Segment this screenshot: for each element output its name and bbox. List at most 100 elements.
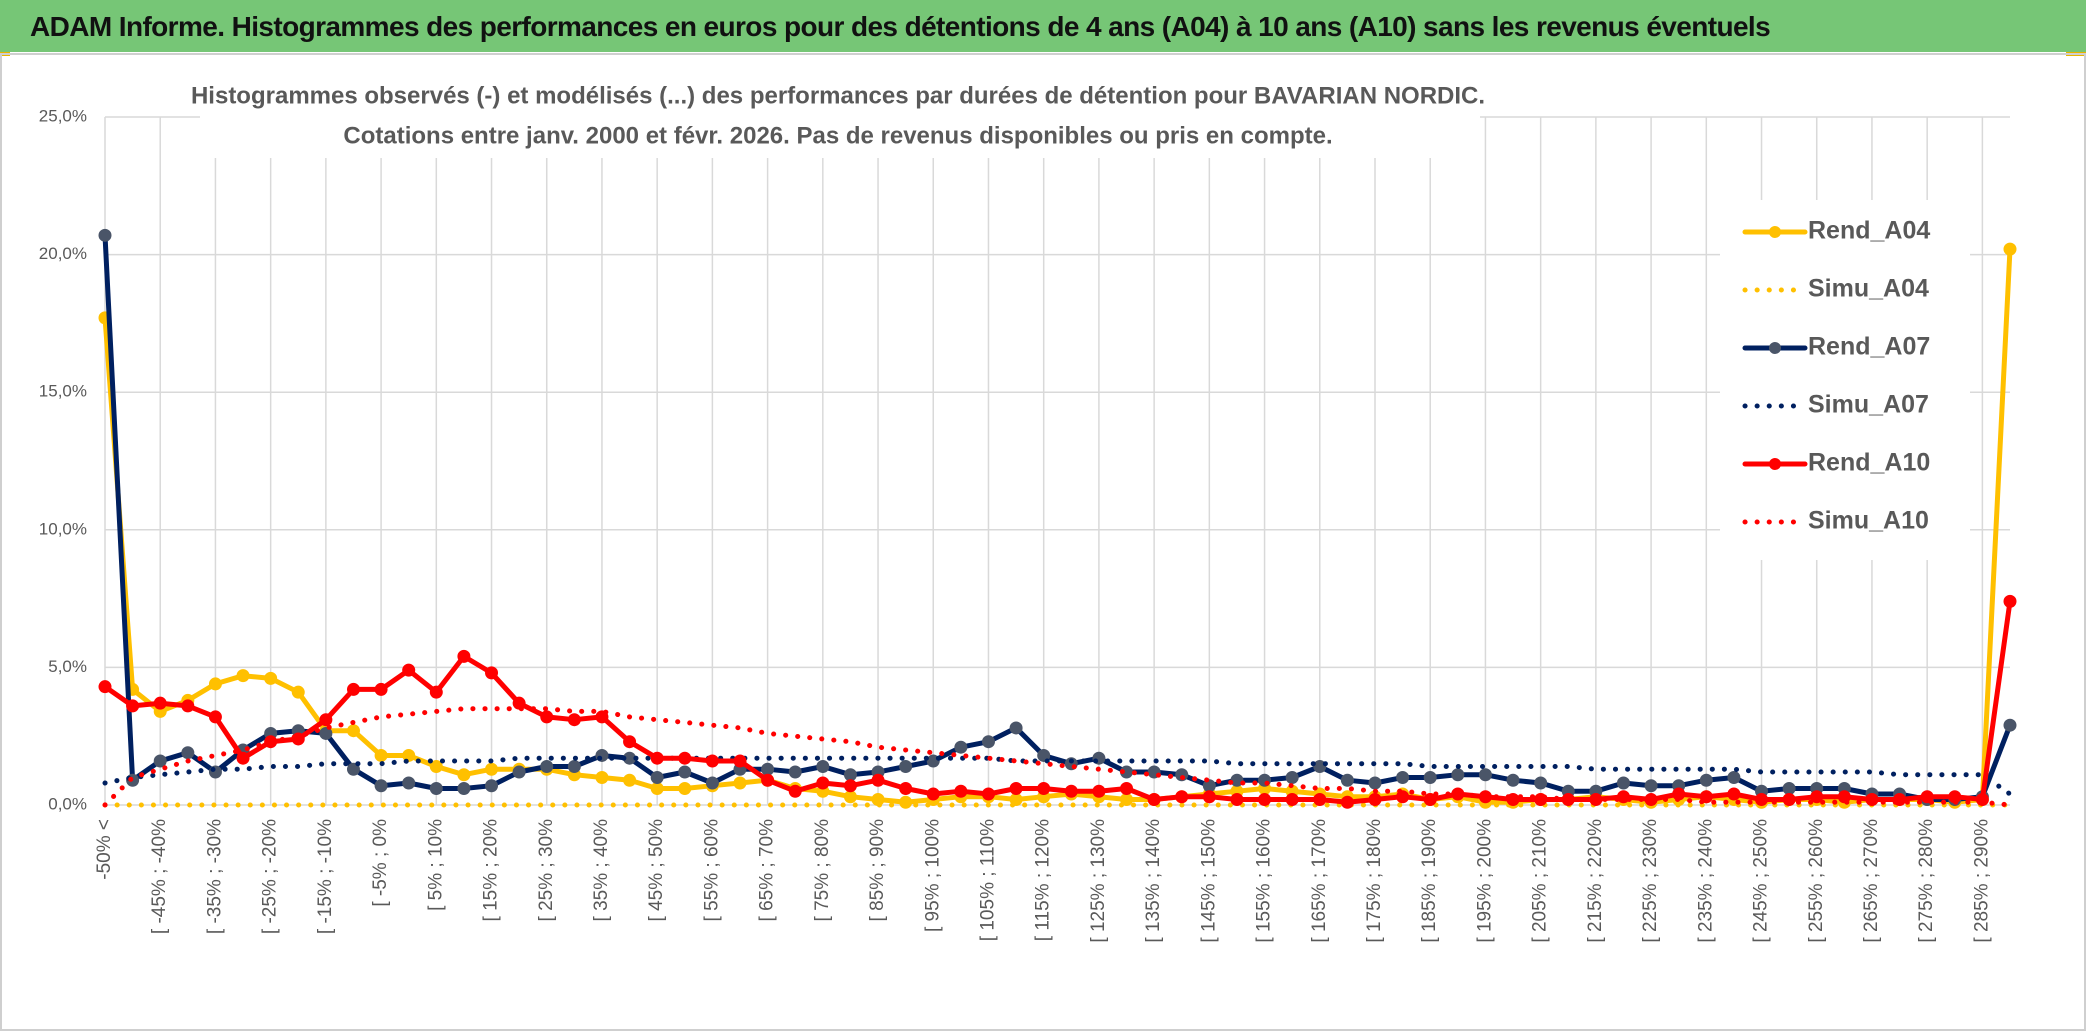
series-marker xyxy=(457,781,471,795)
series-marker xyxy=(650,770,664,784)
series-marker xyxy=(1202,790,1216,804)
subtitle-background xyxy=(200,76,1480,158)
series-marker xyxy=(899,759,913,773)
series-marker xyxy=(346,762,360,776)
legend-label: Simu_A10 xyxy=(1808,507,1929,535)
series-marker xyxy=(485,779,499,793)
series-marker xyxy=(871,773,885,787)
legend-label: Rend_A04 xyxy=(1808,217,1930,245)
series-marker xyxy=(1920,790,1934,804)
x-tick-label: [ 165% ; 170% xyxy=(1309,819,1330,943)
series xyxy=(102,755,2013,797)
series-marker xyxy=(1258,792,1272,806)
series-marker xyxy=(374,682,388,696)
series-marker xyxy=(623,773,637,787)
series-marker xyxy=(1037,781,1051,795)
series-marker xyxy=(346,724,360,738)
series-marker xyxy=(1175,790,1189,804)
series-marker xyxy=(319,713,333,727)
series-marker xyxy=(1396,790,1410,804)
series-marker xyxy=(595,770,609,784)
series-marker xyxy=(1423,770,1437,784)
y-tick-label: 10,0% xyxy=(39,519,87,538)
x-tick-label: [ 115% ; 120% xyxy=(1033,819,1054,941)
series-marker xyxy=(1396,770,1410,784)
series-marker xyxy=(2003,718,2017,732)
series-line xyxy=(102,598,2013,805)
series-marker xyxy=(2003,594,2017,608)
legend-label: Simu_A04 xyxy=(1808,275,1929,303)
series-marker xyxy=(1699,790,1713,804)
series-marker xyxy=(788,784,802,798)
x-tick-label: [ 45% ; 50% xyxy=(646,819,667,922)
series-marker xyxy=(374,748,388,762)
series-marker xyxy=(346,682,360,696)
x-tick-label: [ 175% ; 180% xyxy=(1364,819,1385,943)
x-tick-label: [ 5% ; 10% xyxy=(425,819,446,911)
series-marker xyxy=(1285,792,1299,806)
series-marker xyxy=(1147,792,1161,806)
series-marker xyxy=(733,776,747,790)
series-marker xyxy=(236,751,250,765)
series-marker xyxy=(208,677,222,691)
x-tick-label: [ 35% ; 40% xyxy=(591,819,612,922)
series-marker xyxy=(1009,721,1023,735)
x-tick-label: [ 75% ; 80% xyxy=(812,819,833,922)
series-marker xyxy=(153,696,167,710)
series-marker xyxy=(1616,790,1630,804)
series-marker xyxy=(485,666,499,680)
series-marker xyxy=(650,781,664,795)
series-marker xyxy=(981,735,995,749)
x-tick-label: [ -45% ; -40% xyxy=(149,819,170,934)
x-tick-label: [ 25% ; 30% xyxy=(536,819,557,922)
series-marker xyxy=(954,740,968,754)
x-tick-label: [ 145% ; 150% xyxy=(1198,819,1219,943)
x-tick-label: [ 105% ; 110% xyxy=(977,819,998,941)
x-tick-label: [ 15% ; 20% xyxy=(481,819,502,922)
series-marker xyxy=(429,759,443,773)
series-marker xyxy=(512,765,526,779)
x-tick-label: -50% < xyxy=(94,819,115,880)
legend-marker xyxy=(1769,342,1781,354)
x-tick-label: [ 275% ; 280% xyxy=(1916,819,1937,943)
legend-label: Rend_A10 xyxy=(1808,449,1930,477)
page-title: ADAM Informe. Histogrammes des performan… xyxy=(30,11,1771,42)
x-tick-label: [ 245% ; 250% xyxy=(1751,819,1772,943)
series-marker xyxy=(457,768,471,782)
header-bar: ADAM Informe. Histogrammes des performan… xyxy=(0,0,2086,52)
series-marker xyxy=(1423,792,1437,806)
y-tick-label: 0,0% xyxy=(48,794,87,813)
x-tick-label: [ 195% ; 200% xyxy=(1474,819,1495,943)
series-marker xyxy=(319,726,333,740)
x-tick-label: [ 255% ; 260% xyxy=(1806,819,1827,943)
chart-border xyxy=(0,53,2086,1031)
series-marker xyxy=(567,759,581,773)
series-marker xyxy=(1313,792,1327,806)
x-tick-label: [ 135% ; 140% xyxy=(1143,819,1164,943)
series-marker xyxy=(678,781,692,795)
series-marker xyxy=(843,790,857,804)
x-tick-label: [ 85% ; 90% xyxy=(867,819,888,922)
series-marker xyxy=(650,751,664,765)
x-tick-label: [ 285% ; 290% xyxy=(1971,819,1992,943)
series-line xyxy=(102,755,2013,797)
series-marker xyxy=(181,746,195,760)
series-marker xyxy=(816,759,830,773)
x-tick-label: [ -15% ; -10% xyxy=(315,819,336,934)
chart-subtitle: Cotations entre janv. 2000 et févr. 2026… xyxy=(343,122,1332,149)
series-marker xyxy=(1727,787,1741,801)
series-marker xyxy=(1506,773,1520,787)
series-marker xyxy=(1451,768,1465,782)
series-marker xyxy=(126,699,140,713)
legend-marker xyxy=(1769,226,1781,238)
series-marker xyxy=(1120,781,1134,795)
series-marker xyxy=(1230,792,1244,806)
series-marker xyxy=(1589,792,1603,806)
series-marker xyxy=(733,754,747,768)
y-tick-label: 15,0% xyxy=(39,382,87,401)
x-tick-label: [ 215% ; 220% xyxy=(1585,819,1606,943)
x-tick-label: [ -35% ; -30% xyxy=(204,819,225,934)
series-marker xyxy=(236,669,250,683)
series-line xyxy=(102,246,2013,805)
x-tick-label: [ 225% ; 230% xyxy=(1640,819,1661,943)
